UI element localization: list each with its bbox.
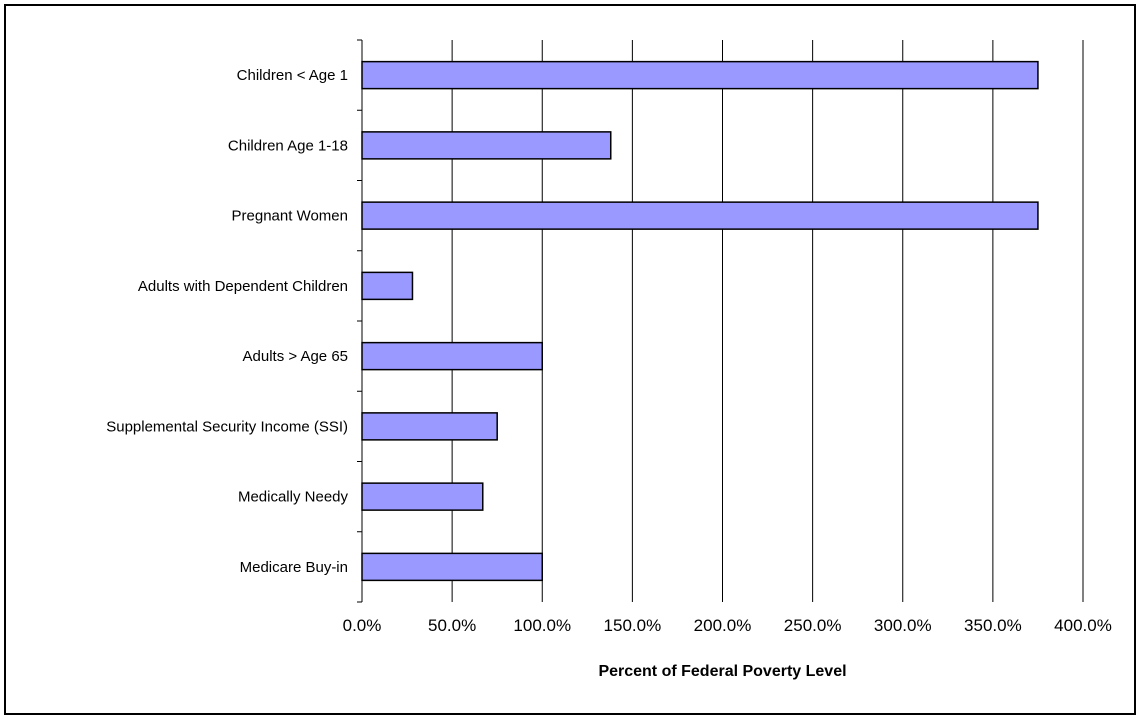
category-label: Children Age 1-18: [228, 137, 348, 154]
x-tick-label: 50.0%: [428, 616, 476, 635]
y-axis: [357, 39, 363, 603]
x-tick-label: 150.0%: [604, 616, 662, 635]
bar-5: [361, 412, 498, 441]
category-label: Medicare Buy-in: [240, 559, 348, 576]
poverty-level-bar-chart: Children < Age 1 Children Age 1-18 Pregnan…: [106, 39, 1112, 680]
category-label: Children < Age 1: [237, 67, 348, 84]
x-tick-label: 300.0%: [874, 616, 932, 635]
bar-1: [361, 131, 612, 160]
x-tick-labels: 0.0% 50.0% 100.0% 150.0% 200.0% 250.0% 300.0% 3…: [343, 616, 1112, 635]
x-tick-label: 350.0%: [964, 616, 1022, 635]
gridlines: [451, 40, 1084, 602]
category-label: Medically Needy: [238, 489, 349, 506]
bar-0: [361, 60, 1039, 90]
x-tick-label: 400.0%: [1054, 616, 1112, 635]
category-label: Adults with Dependent Children: [138, 278, 348, 295]
bar-2: [361, 201, 1039, 230]
x-tick-label: 0.0%: [343, 616, 382, 635]
x-tick-label: 200.0%: [694, 616, 752, 635]
category-label: Adults > Age 65: [243, 348, 349, 365]
category-labels: Children < Age 1 Children Age 1-18 Pregnan…: [106, 67, 348, 576]
chart-frame: Children < Age 1 Children Age 1-18 Pregnan…: [4, 4, 1136, 715]
x-tick-label: 100.0%: [513, 616, 571, 635]
category-label: Pregnant Women: [232, 208, 348, 225]
bar-3: [361, 271, 414, 301]
x-axis-title: Percent of Federal Poverty Level: [598, 663, 846, 680]
x-tick-label: 250.0%: [784, 616, 842, 635]
bars: [361, 60, 1039, 582]
bar-4: [361, 341, 543, 371]
category-label: Supplemental Security Income (SSI): [106, 418, 348, 435]
bar-6: [361, 482, 484, 511]
bar-7: [361, 552, 543, 582]
